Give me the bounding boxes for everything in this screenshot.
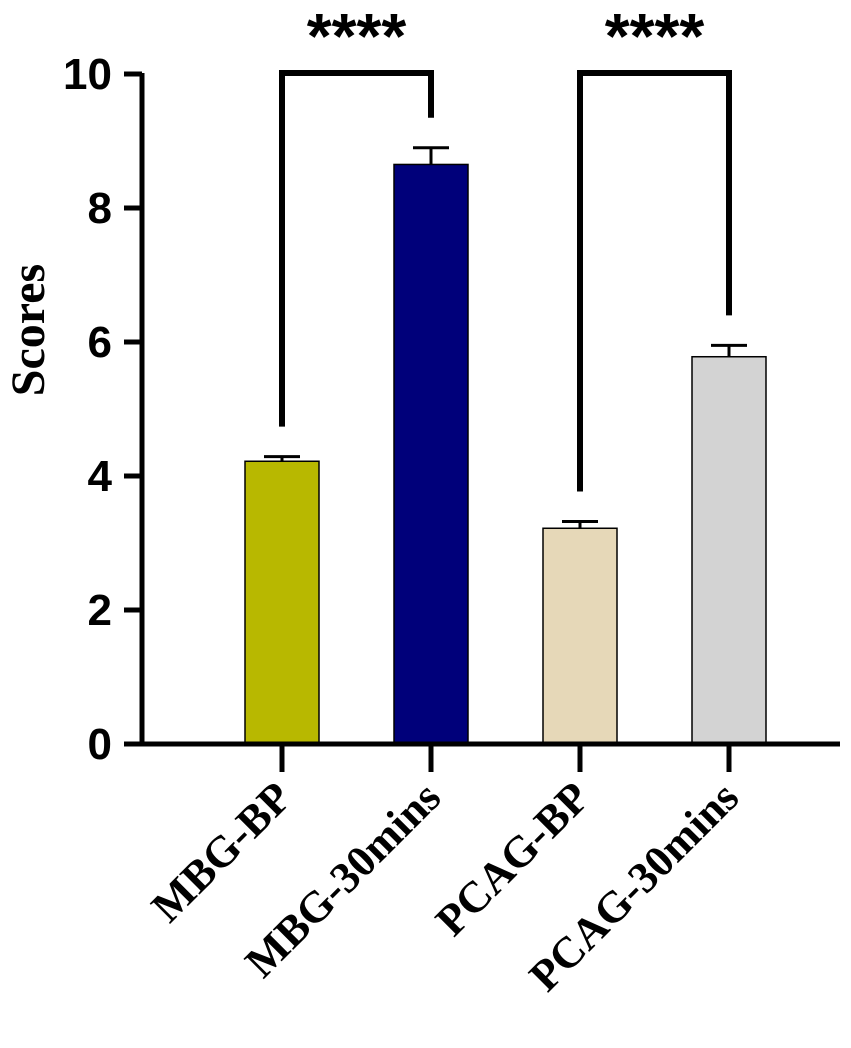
axes-layer — [139, 73, 840, 747]
y-tick-label: 0 — [88, 720, 112, 769]
bar-pcag-bp — [542, 527, 618, 745]
y-axis-title: Scores — [2, 264, 55, 396]
significance-bracket — [577, 70, 732, 492]
bars-layer — [244, 163, 767, 745]
significance-layer: **** **** — [279, 0, 732, 492]
y-tick-label: 6 — [88, 318, 112, 367]
y-tick-label: 4 — [88, 452, 113, 501]
y-tick-label: 10 — [63, 50, 112, 99]
bar-mbg-30mins — [393, 163, 469, 745]
bar-pcag-30mins — [691, 355, 767, 745]
significance-bracket — [279, 70, 434, 427]
y-ticks-layer: 0 2 4 6 8 10 — [63, 50, 142, 769]
y-tick-label: 2 — [88, 586, 112, 635]
x-tick-label: MBG-BP — [142, 772, 301, 931]
y-tick-label: 8 — [88, 184, 112, 233]
significance-label: **** — [605, 0, 705, 72]
significance-label: **** — [307, 0, 407, 72]
error-bars-layer — [264, 146, 747, 529]
bar-mbg-bp — [244, 460, 320, 745]
